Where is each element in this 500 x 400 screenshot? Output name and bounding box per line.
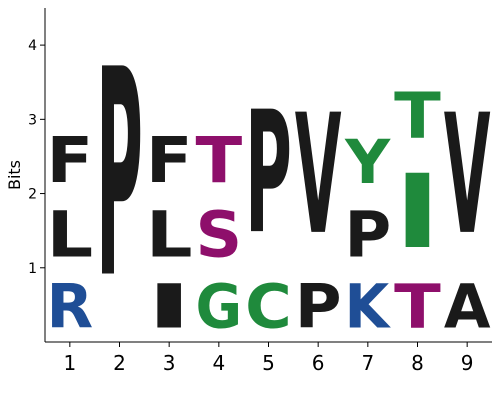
logo-letter-f: F — [47, 123, 94, 197]
logo-letter-c: C — [245, 272, 292, 342]
logo-letter-l: L — [47, 198, 94, 272]
logo-letter-i: I — [146, 272, 193, 342]
y-axis-title: Bits — [5, 160, 24, 190]
logo-letter-f: F — [146, 123, 193, 197]
logo-letter-p: P — [295, 271, 342, 342]
logo-letter-t: T — [394, 272, 441, 342]
x-tick-label: 4 — [212, 351, 225, 375]
logo-letter-l: L — [146, 198, 193, 272]
logo-letter-p: P — [345, 197, 392, 271]
logo-letter-s: S — [196, 198, 243, 272]
logo-letter-k: K — [345, 271, 392, 342]
x-tick-label: 9 — [461, 351, 474, 375]
logo-letter-a: A — [444, 273, 491, 343]
y-tick-label: 4 — [28, 38, 37, 54]
y-axis-ticks: 1 2 3 4 — [28, 38, 45, 277]
logo-letter-v: V — [295, 80, 342, 271]
x-tick-label: 2 — [113, 351, 126, 375]
x-tick-label: 5 — [262, 351, 275, 375]
x-axis-ticks: 1 2 3 4 5 6 7 8 9 — [63, 342, 474, 375]
logo-letter-p: P — [245, 75, 292, 271]
x-tick-label: 6 — [312, 351, 325, 375]
y-tick-label: 1 — [28, 261, 37, 277]
x-tick-label: 1 — [63, 351, 76, 375]
y-tick-label: 3 — [28, 112, 37, 128]
logo-letter-g: G — [196, 272, 243, 342]
x-tick-label: 8 — [411, 351, 424, 375]
x-tick-label: 7 — [361, 351, 374, 375]
x-tick-label: 3 — [163, 351, 176, 375]
logo-letter-y: Y — [344, 128, 391, 198]
y-tick-label: 2 — [28, 187, 37, 203]
logo-letter-r: R — [47, 273, 94, 343]
logo-letter-p: P — [96, 8, 143, 341]
logo-letter-t: T — [394, 79, 441, 153]
logo-letter-t: T — [196, 123, 243, 197]
logo-letter-i: I — [394, 153, 441, 271]
logo-letter-v: V — [444, 80, 491, 271]
